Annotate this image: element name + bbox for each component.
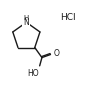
Text: O: O [54, 49, 60, 58]
Text: N: N [23, 18, 29, 27]
Text: HO: HO [27, 69, 38, 78]
Text: H: H [24, 14, 29, 21]
Text: HCl: HCl [61, 13, 76, 22]
